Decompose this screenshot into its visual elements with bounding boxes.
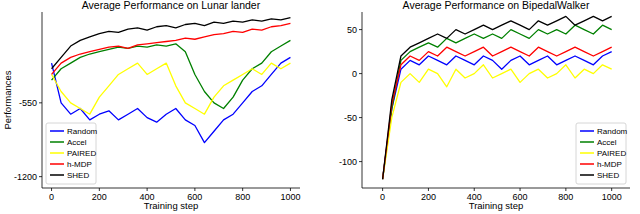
legend-label: Accel bbox=[597, 138, 617, 147]
series-line bbox=[52, 63, 291, 114]
y-tick-label: 50 bbox=[347, 25, 357, 35]
series-line bbox=[52, 57, 291, 142]
legend-label: Random bbox=[67, 127, 98, 136]
legend-swatch bbox=[50, 174, 64, 176]
y-tick-label: -100 bbox=[339, 157, 357, 167]
figure: Average Performance on Lunar landerTrain… bbox=[0, 0, 640, 214]
legend-swatch bbox=[580, 130, 594, 132]
x-tick bbox=[290, 188, 291, 191]
legend-swatch bbox=[50, 163, 64, 165]
x-tick-label: 800 bbox=[558, 192, 573, 202]
y-tick bbox=[359, 73, 362, 74]
x-axis bbox=[42, 188, 300, 189]
x-axis bbox=[362, 188, 630, 189]
legend-label: PAIRED bbox=[597, 149, 626, 158]
y-tick bbox=[359, 161, 362, 162]
x-tick-label: 0 bbox=[49, 192, 54, 202]
legend-swatch bbox=[580, 152, 594, 154]
y-tick bbox=[359, 29, 362, 30]
legend-swatch bbox=[50, 141, 64, 143]
legend: Random Accel PAIRED h-MDP SHED bbox=[46, 123, 98, 184]
title: Average Performance on BipedalWalker bbox=[403, 0, 590, 11]
legend-swatch bbox=[580, 141, 594, 143]
y-tick-label: -550 bbox=[19, 98, 37, 108]
x-tick-label: 1000 bbox=[602, 192, 622, 202]
legend: Random Accel PAIRED h-MDP SHED bbox=[576, 123, 628, 184]
legend-label: SHED bbox=[67, 171, 89, 180]
legend-swatch bbox=[50, 130, 64, 132]
legend-swatch bbox=[580, 163, 594, 165]
y-tick bbox=[39, 176, 42, 177]
legend-label: h-MDP bbox=[67, 160, 92, 169]
x-tick bbox=[520, 188, 521, 191]
y-axis bbox=[42, 12, 43, 188]
chart: Average Performance on BipedalWalkerTrai… bbox=[339, 0, 630, 211]
x-tick bbox=[194, 188, 195, 191]
legend-label: SHED bbox=[597, 171, 619, 180]
x-tick bbox=[428, 188, 429, 191]
y-tick-label: -50 bbox=[344, 113, 357, 123]
x-tick-label: 1000 bbox=[280, 192, 300, 202]
series-line bbox=[52, 18, 291, 69]
y-tick-label: 0 bbox=[352, 69, 357, 79]
title: Average Performance on Lunar lander bbox=[82, 0, 261, 11]
x-tick-label: 800 bbox=[235, 192, 250, 202]
legend-swatch bbox=[580, 174, 594, 176]
legend-label: Accel bbox=[67, 138, 87, 147]
x-tick bbox=[51, 188, 52, 191]
legend-label: PAIRED bbox=[67, 149, 96, 158]
x-tick bbox=[242, 188, 243, 191]
x-tick bbox=[99, 188, 100, 191]
y-tick bbox=[39, 102, 42, 103]
x-tick bbox=[382, 188, 383, 191]
x-tick bbox=[565, 188, 566, 191]
legend-swatch bbox=[50, 152, 64, 154]
x-tick-label: 600 bbox=[513, 192, 528, 202]
legend-label: h-MDP bbox=[597, 160, 622, 169]
x-tick-label: 200 bbox=[92, 192, 107, 202]
y-tick bbox=[359, 117, 362, 118]
chart: Average Performance on Lunar landerTrain… bbox=[2, 0, 300, 211]
x-tick-label: 400 bbox=[467, 192, 482, 202]
x-tick bbox=[611, 188, 612, 191]
y-label: Performances bbox=[2, 70, 13, 129]
x-tick bbox=[474, 188, 475, 191]
y-tick-label: -1200 bbox=[14, 172, 37, 182]
series-line bbox=[52, 23, 291, 74]
x-tick bbox=[147, 188, 148, 191]
x-tick-label: 0 bbox=[380, 192, 385, 202]
x-tick-label: 600 bbox=[187, 192, 202, 202]
x-tick-label: 200 bbox=[421, 192, 436, 202]
x-tick-label: 400 bbox=[140, 192, 155, 202]
legend-label: Random bbox=[597, 127, 628, 136]
